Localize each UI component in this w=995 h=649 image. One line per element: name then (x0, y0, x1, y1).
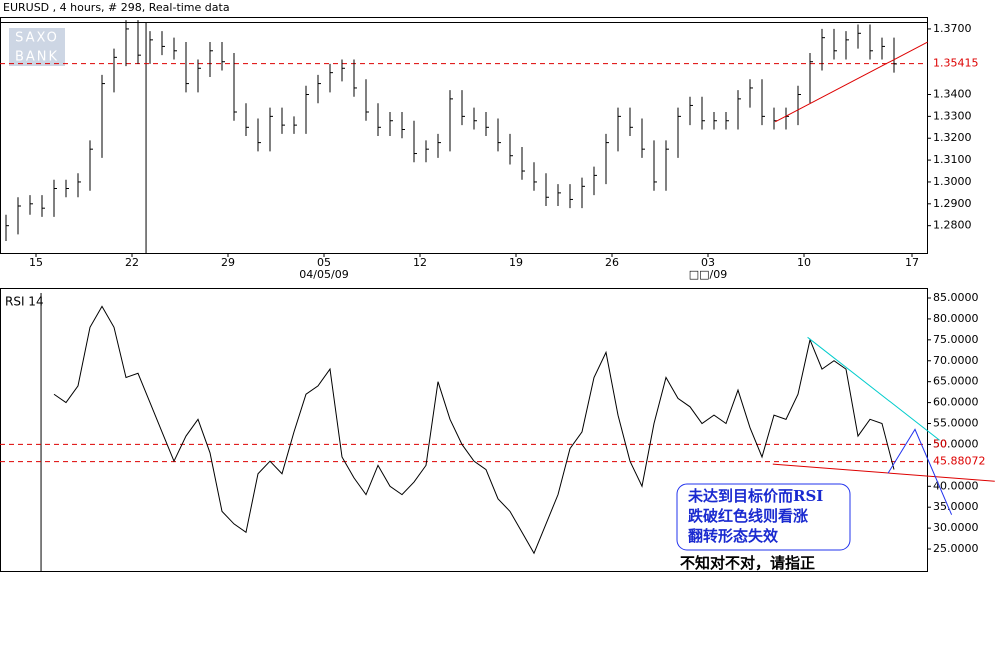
y-tick-label: 30.0000 (933, 521, 979, 534)
x-tick-label: 12 (413, 256, 427, 269)
y-tick-label: 55.0000 (933, 417, 979, 430)
y-tick-label: 75.0000 (933, 333, 979, 346)
y-tick-label: 65.0000 (933, 375, 979, 388)
reference-label: 50 (933, 437, 947, 450)
x-tick-label: 17 (905, 256, 919, 269)
logo-text: SAXO (15, 31, 59, 46)
chart-title: EURUSD , 4 hours, # 298, Real-time data (3, 1, 230, 14)
x-sub-label: □□/09 (689, 268, 728, 281)
rsi-line (53, 305, 895, 555)
rsi-frame (0, 288, 928, 572)
y-tick-label: 70.0000 (933, 354, 979, 367)
y-tick-label: 1.3700 (933, 22, 972, 35)
price-frame (0, 17, 928, 254)
y-tick-label: 80.0000 (933, 312, 979, 325)
y-tick-label: 85.0000 (933, 291, 979, 304)
y-tick-label: 1.3200 (933, 131, 972, 144)
y-tick-label: 40.0000 (933, 479, 979, 492)
y-tick-label: 25.0000 (933, 542, 979, 555)
trend-line (772, 463, 995, 482)
annotation-note: 不知对不对，请指正 (680, 554, 815, 572)
x-tick-label: 05 (317, 256, 331, 269)
trend-line (807, 336, 940, 441)
trend-line (887, 428, 953, 515)
x-tick-label: 29 (221, 256, 235, 269)
x-tick-label: 26 (605, 256, 619, 269)
y-tick-label: 1.3100 (933, 153, 972, 166)
y-tick-label: 60.0000 (933, 396, 979, 409)
logo-text: BANK (15, 50, 59, 65)
x-tick-label: 22 (125, 256, 139, 269)
x-tick-label: 19 (509, 256, 523, 269)
y-tick-label: 1.3400 (933, 88, 972, 101)
y-tick-label: 1.2800 (933, 219, 972, 232)
y-tick-label: 1.3000 (933, 175, 972, 188)
panel-title: RSI 14 (5, 295, 44, 309)
x-tick-label: 10 (797, 256, 811, 269)
trend-line (774, 41, 928, 123)
annotation-box (676, 483, 851, 551)
annotation-text: 未达到目标价而RSI (687, 487, 823, 505)
reference-label: 1.35415 (933, 57, 979, 70)
logo-box (9, 28, 65, 66)
y-tick-label: 1.2900 (933, 197, 972, 210)
y-tick-label: 50.0000 (933, 437, 979, 450)
annotation-text: 跌破红色线则看涨 (688, 507, 808, 525)
x-tick-label: 03 (701, 256, 715, 269)
annotation-text: 翻转形态失效 (688, 527, 779, 545)
y-tick-label: 1.3300 (933, 109, 972, 122)
y-tick-label: 35.0000 (933, 500, 979, 513)
reference-label: 45.88072 (933, 455, 986, 468)
x-tick-label: 15 (29, 256, 43, 269)
x-sub-label: 04/05/09 (299, 268, 348, 281)
